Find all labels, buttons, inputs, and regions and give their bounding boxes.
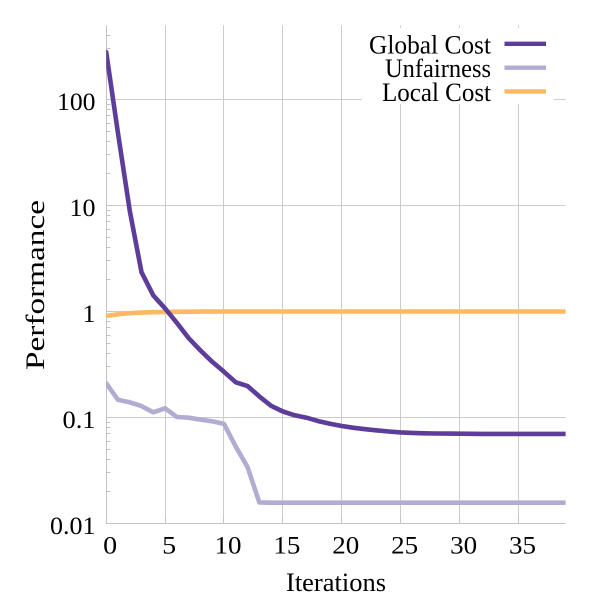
svg-text:25: 25: [391, 533, 418, 560]
svg-text:100: 100: [57, 89, 96, 116]
svg-text:Performance: Performance: [21, 200, 50, 370]
svg-text:5: 5: [162, 533, 176, 560]
svg-text:1: 1: [83, 301, 96, 328]
svg-text:10: 10: [215, 533, 242, 560]
svg-text:20: 20: [332, 533, 359, 560]
svg-text:15: 15: [273, 533, 300, 560]
svg-text:Local Cost: Local Cost: [382, 78, 492, 107]
svg-text:0.01: 0.01: [50, 513, 96, 540]
svg-text:35: 35: [509, 533, 536, 560]
svg-text:Unfairness: Unfairness: [385, 54, 491, 83]
svg-text:0: 0: [103, 533, 117, 560]
svg-text:10: 10: [70, 195, 96, 222]
svg-text:Iterations: Iterations: [286, 568, 386, 597]
svg-text:30: 30: [450, 533, 477, 560]
svg-text:0.1: 0.1: [63, 407, 96, 434]
svg-text:Global Cost: Global Cost: [369, 31, 492, 60]
